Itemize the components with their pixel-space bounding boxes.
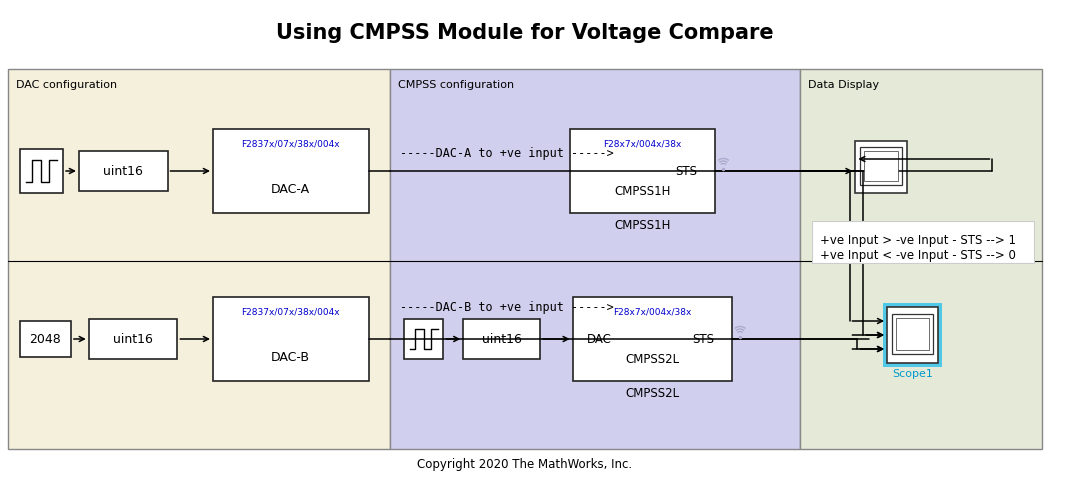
Text: uint16: uint16 — [103, 165, 143, 178]
Bar — [79, 152, 167, 192]
Bar — [213, 298, 368, 381]
Text: STS: STS — [676, 165, 698, 178]
Bar — [7, 70, 390, 449]
Bar — [896, 318, 930, 350]
Text: +ve Input < -ve Input - STS --> 0: +ve Input < -ve Input - STS --> 0 — [820, 249, 1016, 262]
Bar — [887, 307, 938, 363]
Text: F28x7x/004x/38x: F28x7x/004x/38x — [613, 307, 691, 316]
Bar — [20, 150, 63, 193]
Text: uint16: uint16 — [113, 333, 153, 346]
Text: CMPSS1H: CMPSS1H — [615, 185, 671, 198]
Bar — [861, 148, 902, 186]
Bar — [813, 222, 1034, 264]
Text: +ve Input > -ve Input - STS --> 1: +ve Input > -ve Input - STS --> 1 — [820, 233, 1016, 247]
Bar — [800, 70, 1042, 449]
Text: CMPSS2L: CMPSS2L — [625, 353, 679, 366]
Text: DAC-B: DAC-B — [272, 351, 310, 364]
Bar — [463, 319, 540, 359]
Bar — [404, 319, 443, 359]
Text: 2048: 2048 — [30, 333, 61, 346]
Text: -----DAC-A to +ve input ----->: -----DAC-A to +ve input -----> — [400, 147, 613, 160]
Bar — [891, 314, 933, 354]
Bar — [213, 130, 368, 214]
Bar — [570, 130, 716, 214]
Text: DAC-A: DAC-A — [272, 183, 310, 196]
Text: F28x7x/004x/38x: F28x7x/004x/38x — [604, 139, 682, 148]
Text: Copyright 2020 The MathWorks, Inc.: Copyright 2020 The MathWorks, Inc. — [417, 457, 633, 470]
Bar — [20, 321, 71, 357]
Bar — [855, 142, 906, 193]
Text: CMPSS2L: CMPSS2L — [625, 387, 679, 400]
Bar — [88, 319, 178, 359]
Bar — [390, 70, 800, 449]
Bar — [573, 298, 733, 381]
Text: DAC configuration: DAC configuration — [16, 80, 117, 90]
Text: Data Display: Data Display — [808, 80, 880, 90]
Text: -----DAC-B to +ve input ----->: -----DAC-B to +ve input -----> — [400, 301, 613, 314]
Bar — [883, 303, 943, 367]
Text: uint16: uint16 — [481, 333, 522, 346]
Text: F2837x/07x/38x/004x: F2837x/07x/38x/004x — [242, 307, 340, 316]
Text: DAC: DAC — [587, 333, 611, 346]
Text: CMPSS configuration: CMPSS configuration — [398, 80, 514, 90]
Bar — [865, 152, 898, 181]
Text: Using CMPSS Module for Voltage Compare: Using CMPSS Module for Voltage Compare — [276, 23, 773, 43]
Text: Scope1: Scope1 — [892, 368, 933, 378]
Text: CMPSS1H: CMPSS1H — [615, 219, 671, 232]
Text: F2837x/07x/38x/004x: F2837x/07x/38x/004x — [242, 139, 340, 148]
Text: STS: STS — [692, 333, 715, 346]
